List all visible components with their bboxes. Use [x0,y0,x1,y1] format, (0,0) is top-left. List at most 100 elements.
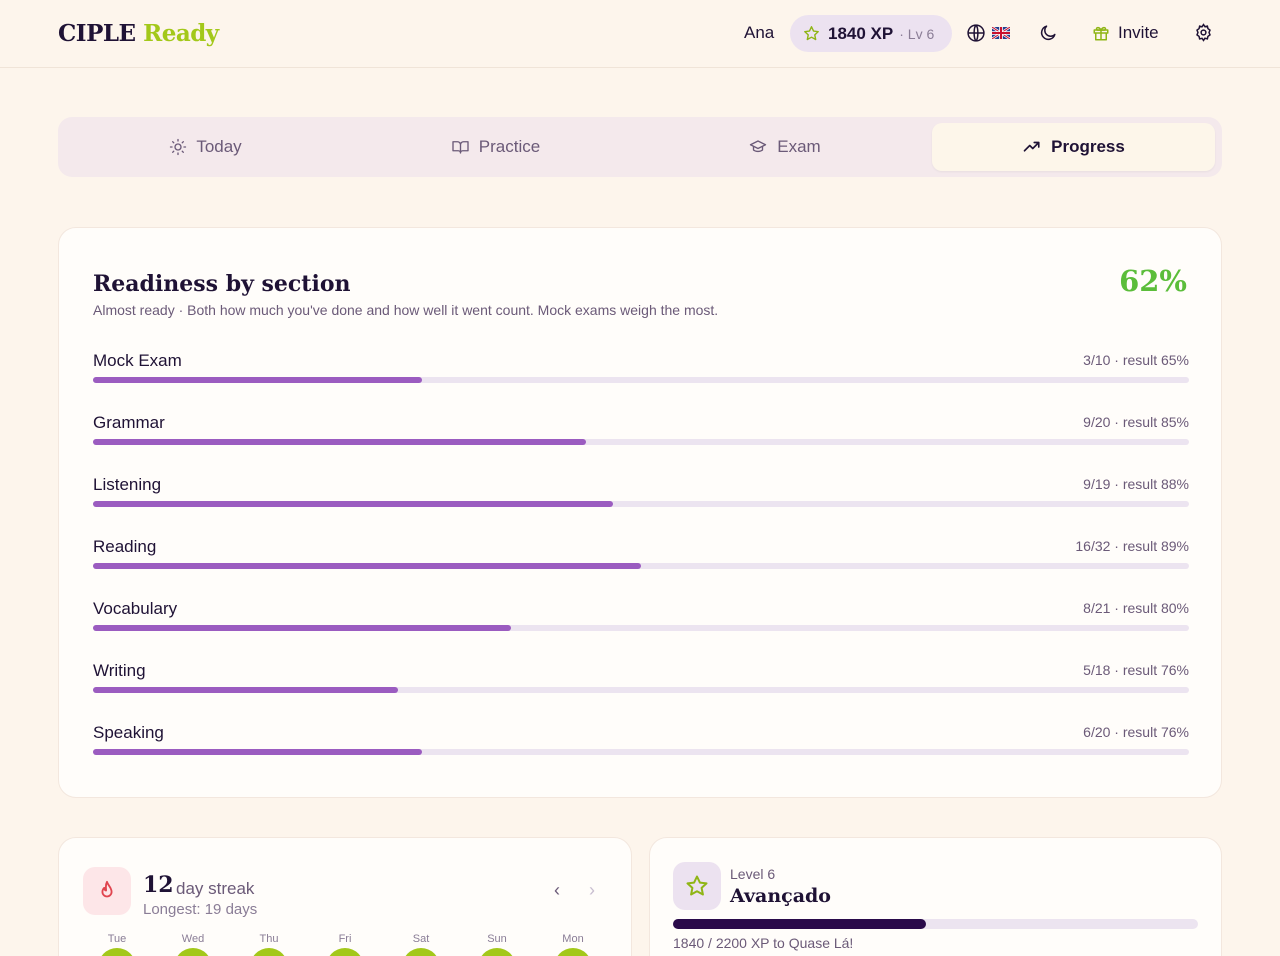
xp-value: 1840 XP [828,23,894,43]
day-label: Sun [487,933,507,945]
section-row: Grammar 9/20 · result 85% [93,413,1189,453]
streak-badge [83,867,131,915]
day-label: Thu [259,933,279,945]
xp-badge[interactable]: 1840 XP · Lv 6 [790,15,952,52]
streak-day: Mon [548,933,598,956]
chevron-left-icon[interactable]: ‹ [554,880,560,900]
day-label: Tue [107,933,127,945]
section-stat: 3/10 · result 65% [1083,352,1189,368]
day-label: Mon [562,933,584,945]
section-stat: 16/32 · result 89% [1075,538,1189,554]
section-row: Writing 5/18 · result 76% [93,661,1189,701]
section-progress-track [93,625,1189,631]
section-progress-fill [93,439,587,445]
section-progress-fill [93,749,422,755]
level-badge [673,862,721,910]
section-progress-fill [93,625,511,631]
section-stat: 9/19 · result 88% [1083,476,1189,492]
trending-up-icon [1023,141,1040,152]
section-name: Reading [93,537,157,556]
day-label: Sat [412,933,430,945]
star-icon [804,26,819,41]
section-name: Listening [93,475,162,494]
day-complete-dot [250,948,288,956]
level-number: Level 6 [730,866,776,882]
section-row: Listening 9/19 · result 88% [93,475,1189,515]
section-stat: 6/20 · result 76% [1083,724,1189,740]
gift-icon [1093,26,1109,41]
settings-button[interactable] [1194,23,1213,42]
level-xp-text: 1840 / 2200 XP to Quase Lá! [673,935,854,951]
section-row: Vocabulary 8/21 · result 80% [93,599,1189,639]
section-name: Vocabulary [93,599,178,618]
tab-today[interactable]: Today [64,123,347,171]
section-progress-track [93,563,1189,569]
section-stat: 8/21 · result 80% [1083,600,1189,616]
section-name: Grammar [93,413,165,432]
tab-practice[interactable]: Practice [354,123,637,171]
streak-day: Wed [168,933,218,956]
app-logo[interactable]: CIPLE Ready [58,20,219,47]
day-complete-dot [478,948,516,956]
section-progress-track [93,439,1189,445]
graduation-cap-icon [750,140,767,153]
section-progress-track [93,377,1189,383]
tab-progress[interactable]: Progress [932,123,1215,171]
section-progress-track [93,501,1189,507]
section-progress-track [93,687,1189,693]
day-label: Wed [181,933,205,945]
streak-day: Thu [244,933,294,956]
section-stat: 9/20 · result 85% [1083,414,1189,430]
section-name: Speaking [93,723,164,742]
gear-icon [1196,23,1211,42]
book-open-icon [452,141,469,154]
invite-label: Invite [1118,23,1159,42]
streak-card: 12 day streak Longest: 19 days ‹ › Tue We… [58,837,632,956]
day-complete-dot [174,948,212,956]
user-name[interactable]: Ana [744,23,775,42]
section-progress-fill [93,377,422,383]
streak-day: Sun [472,933,522,956]
section-name: Writing [93,661,146,680]
language-button[interactable] [966,23,1010,43]
streak-day: Tue [92,933,142,956]
uk-flag-icon [992,27,1010,39]
streak-label: day streak [176,879,255,898]
section-progress-fill [93,501,613,507]
section-row: Speaking 6/20 · result 76% [93,723,1189,763]
tab-exam[interactable]: Exam [643,123,926,171]
theme-toggle-button[interactable] [1039,23,1058,42]
star-icon [686,875,708,896]
day-complete-dot [326,948,364,956]
section-name: Mock Exam [93,351,182,370]
chevron-right-icon[interactable]: › [589,880,595,900]
moon-icon [1040,25,1056,41]
level-progress-track [673,919,1198,929]
day-complete-dot [98,948,136,956]
streak-count: 12 [143,872,174,898]
main-tabs: Today Practice Exam Progress [58,117,1222,177]
section-progress-track [93,749,1189,755]
section-stat: 5/18 · result 76% [1083,662,1189,678]
readiness-percent: 62% [1119,264,1187,298]
day-complete-dot [402,948,440,956]
streak-longest: Longest: 19 days [143,901,258,918]
sun-icon [170,138,187,156]
day-complete-dot [554,948,592,956]
section-progress-fill [93,563,641,569]
level-name: Avançado [730,885,831,907]
readiness-title: Readiness by section [93,271,351,297]
section-progress-fill [93,687,398,693]
globe-icon [967,24,985,42]
app-header: CIPLE Ready Ana 1840 XP · Lv 6 Invite [0,0,1280,68]
flame-icon [101,880,113,898]
level-card: Level 6 Avançado 1840 / 2200 XP to Quase… [649,837,1222,956]
level-value: · Lv 6 [899,25,935,42]
section-row: Mock Exam 3/10 · result 65% [93,351,1189,391]
readiness-subtitle: Almost ready · Both how much you've done… [93,302,719,318]
streak-day: Fri [320,933,370,956]
level-progress-fill [673,919,926,929]
day-label: Fri [338,933,352,945]
invite-button[interactable]: Invite [1092,23,1159,43]
streak-day: Sat [396,933,446,956]
